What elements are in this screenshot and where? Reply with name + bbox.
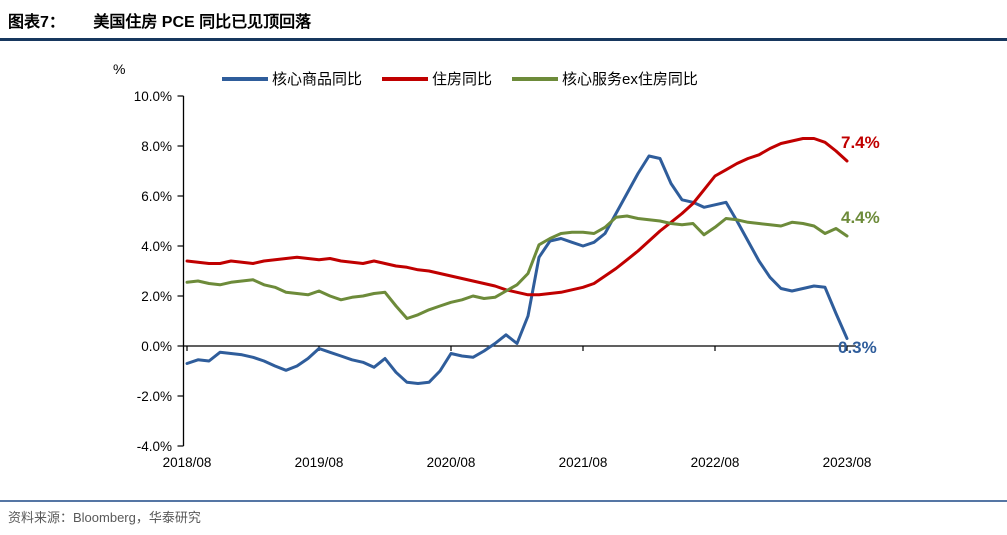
y-axis-tick-label: -4.0%	[137, 439, 172, 454]
chart-title-text: 美国住房 PCE 同比已见顶回落	[93, 14, 312, 31]
x-axis-tick-label: 2022/08	[691, 455, 740, 470]
x-axis-tick-label: 2023/08	[823, 455, 872, 470]
series-line-core-goods	[185, 154, 849, 385]
annotation-core-goods-end-value: 0.3%	[838, 338, 877, 357]
y-axis-tick-label: 0.0%	[141, 339, 172, 354]
legend-label: 住房同比	[432, 71, 493, 88]
legend-item-core-services-ex-housing: 核心服务ex住房同比	[512, 68, 698, 89]
y-axis-tick-label: 10.0%	[134, 89, 172, 104]
x-axis-tick-label: 2020/08	[427, 455, 476, 470]
x-axis-tick-label: 2019/08	[295, 455, 344, 470]
x-axis-tick-label: 2018/08	[163, 455, 212, 470]
y-axis-tick-label: -2.0%	[137, 389, 172, 404]
title-divider	[0, 38, 1007, 41]
y-axis-unit-label: %	[113, 61, 126, 77]
chart-title: 图表7： 美国住房 PCE 同比已见顶回落	[8, 8, 1007, 36]
y-axis-tick-label: 4.0%	[141, 239, 172, 254]
legend-label: 核心服务ex住房同比	[562, 71, 698, 88]
annotation-housing-end-value: 7.4%	[841, 133, 880, 152]
y-axis-tick-label: 8.0%	[141, 139, 172, 154]
series-line-housing	[185, 137, 849, 297]
legend-label: 核心商品同比	[272, 71, 363, 88]
chart-legend: 核心商品同比 住房同比 核心服务ex住房同比	[222, 68, 698, 89]
legend-line-swatch-red	[382, 76, 429, 81]
annotation-core-services-end-value: 4.4%	[841, 208, 880, 227]
legend-line-swatch-blue	[222, 76, 268, 81]
chart-title-tag: 图表7：	[8, 14, 65, 31]
footer-divider	[0, 500, 1007, 502]
x-axis-tick-label: 2021/08	[559, 455, 608, 470]
y-axis-tick-label: 2.0%	[141, 289, 172, 304]
legend-item-core-goods: 核心商品同比	[222, 68, 362, 89]
y-axis-tick-label: 6.0%	[141, 189, 172, 204]
legend-line-swatch-green	[512, 76, 559, 81]
legend-item-housing: 住房同比	[382, 68, 492, 89]
source-note: 资料来源：Bloomberg，华泰研究	[8, 510, 201, 525]
series-line-core-services-ex-housing	[185, 214, 849, 320]
